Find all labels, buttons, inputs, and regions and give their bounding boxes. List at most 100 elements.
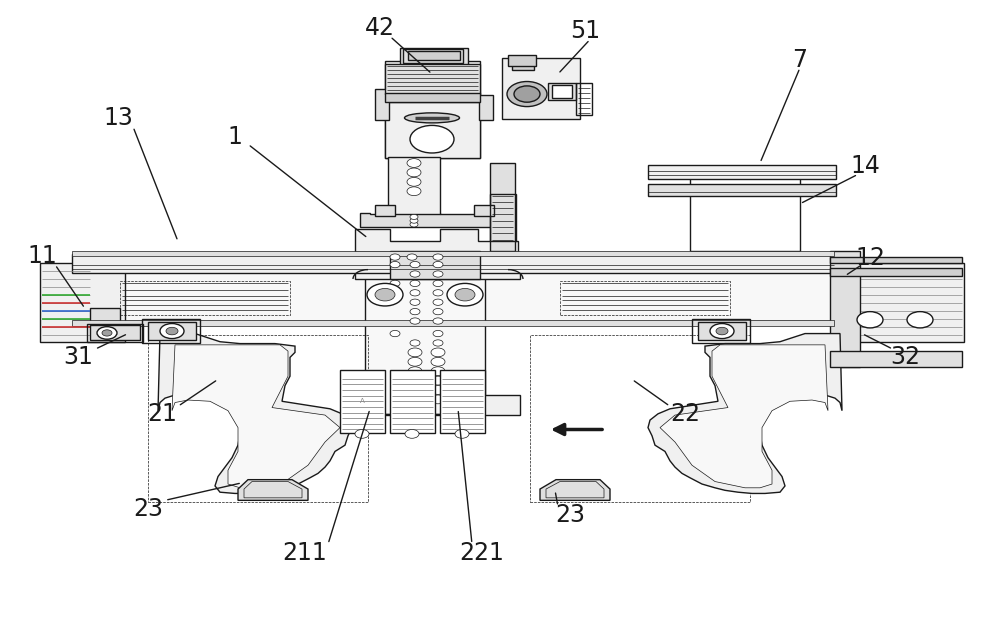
Circle shape <box>407 254 417 260</box>
Text: 12: 12 <box>855 246 885 270</box>
Circle shape <box>166 327 178 335</box>
Circle shape <box>433 318 443 324</box>
Circle shape <box>433 330 443 337</box>
Polygon shape <box>355 395 520 415</box>
Polygon shape <box>238 480 308 500</box>
Bar <box>385 102 480 158</box>
Circle shape <box>716 327 728 335</box>
Circle shape <box>710 324 734 339</box>
Bar <box>72 272 834 321</box>
Circle shape <box>410 125 454 153</box>
Circle shape <box>410 340 420 346</box>
Circle shape <box>408 395 422 404</box>
Bar <box>548 83 576 100</box>
Circle shape <box>410 271 420 277</box>
Text: 23: 23 <box>555 503 585 527</box>
Bar <box>830 251 860 367</box>
Circle shape <box>455 288 475 301</box>
Circle shape <box>433 308 443 315</box>
Text: 21: 21 <box>147 402 177 426</box>
Bar <box>560 281 730 315</box>
Circle shape <box>408 386 422 394</box>
Circle shape <box>408 376 422 385</box>
Circle shape <box>907 312 933 328</box>
Circle shape <box>410 290 420 296</box>
Bar <box>408 51 460 60</box>
Bar <box>530 335 750 502</box>
Circle shape <box>410 308 420 315</box>
Text: 23: 23 <box>133 497 163 521</box>
Text: 211: 211 <box>283 541 327 565</box>
Polygon shape <box>540 480 610 500</box>
Circle shape <box>433 290 443 296</box>
Text: 42: 42 <box>365 16 395 40</box>
Bar <box>512 58 534 70</box>
Bar <box>148 335 368 502</box>
Text: 221: 221 <box>460 541 504 565</box>
Circle shape <box>514 86 540 102</box>
Polygon shape <box>660 345 828 488</box>
Bar <box>648 165 836 179</box>
Text: 13: 13 <box>103 106 133 130</box>
Bar <box>40 263 125 342</box>
Circle shape <box>407 177 421 186</box>
Circle shape <box>410 218 418 223</box>
Text: 14: 14 <box>850 154 880 178</box>
Polygon shape <box>172 345 340 488</box>
Bar <box>440 370 485 433</box>
Bar <box>340 370 385 433</box>
Bar <box>72 251 834 256</box>
Circle shape <box>433 340 443 346</box>
Circle shape <box>407 168 421 177</box>
Bar <box>375 89 389 120</box>
Circle shape <box>431 357 445 366</box>
Circle shape <box>367 283 403 306</box>
Bar <box>385 64 480 94</box>
Ellipse shape <box>404 113 460 123</box>
Bar <box>552 85 572 98</box>
Bar <box>120 281 290 315</box>
Text: 32: 32 <box>890 345 920 369</box>
Bar <box>830 268 962 276</box>
Bar <box>90 308 120 327</box>
Polygon shape <box>360 213 510 227</box>
Circle shape <box>410 261 420 268</box>
Circle shape <box>160 324 184 339</box>
Bar <box>72 254 834 273</box>
Circle shape <box>433 254 443 260</box>
Circle shape <box>507 82 547 107</box>
Text: 1: 1 <box>228 125 242 149</box>
Bar <box>72 320 834 326</box>
Circle shape <box>375 288 395 301</box>
Polygon shape <box>648 334 842 493</box>
Circle shape <box>102 330 112 336</box>
Circle shape <box>410 222 418 227</box>
Bar <box>87 324 143 342</box>
Bar <box>385 61 480 158</box>
Polygon shape <box>390 251 480 279</box>
Text: 22: 22 <box>670 402 700 426</box>
Bar <box>576 83 592 115</box>
Circle shape <box>355 429 369 438</box>
Circle shape <box>410 318 420 324</box>
Circle shape <box>408 367 422 376</box>
Circle shape <box>455 429 469 438</box>
Circle shape <box>857 312 883 328</box>
Bar <box>148 322 196 340</box>
Circle shape <box>433 271 443 277</box>
Bar <box>385 93 480 102</box>
Circle shape <box>433 299 443 305</box>
Bar <box>90 325 140 340</box>
Circle shape <box>97 327 117 339</box>
Circle shape <box>407 159 421 167</box>
Bar <box>502 58 580 119</box>
Circle shape <box>410 214 418 219</box>
Bar <box>474 205 494 216</box>
Bar <box>365 258 485 414</box>
Circle shape <box>390 330 400 337</box>
Bar <box>388 157 440 214</box>
Text: 31: 31 <box>63 345 93 369</box>
Circle shape <box>433 261 443 268</box>
Circle shape <box>410 280 420 287</box>
Bar <box>692 319 750 343</box>
